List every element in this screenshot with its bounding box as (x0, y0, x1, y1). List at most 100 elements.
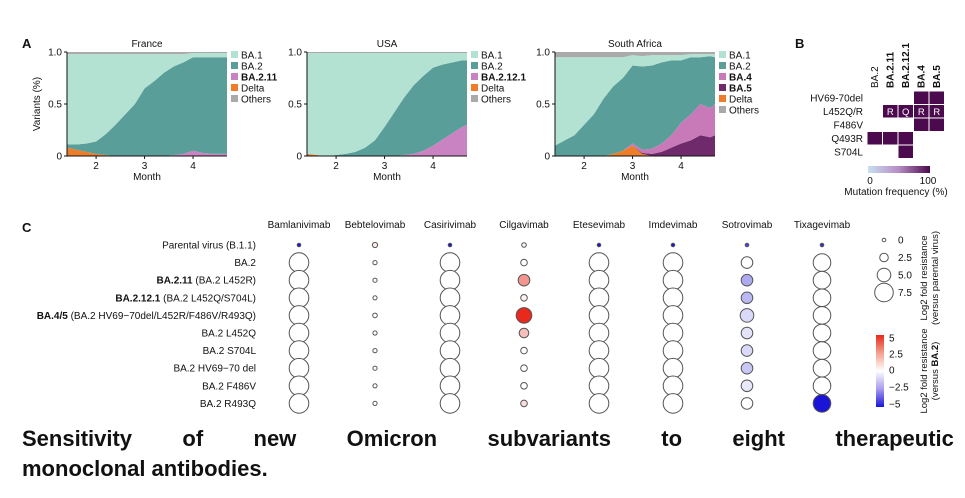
legend-swatch (719, 84, 726, 91)
color-legend-label: −2.5 (889, 383, 909, 394)
area-series-ba-2 (307, 60, 467, 156)
resistance-bubble (740, 256, 754, 269)
resistance-bubble (372, 383, 378, 389)
antibody-header: Etesevimab (573, 220, 626, 231)
resistance-bubble (812, 394, 832, 413)
area-series-delta (67, 147, 227, 156)
heatmap-column-label: BA.2 (870, 66, 881, 88)
caption-word: eight (732, 426, 785, 451)
x-tick-label: 3 (382, 161, 388, 172)
heatmap-cell (882, 131, 899, 146)
resistance-bubble (662, 269, 684, 291)
variant-label: BA.2 (234, 258, 256, 269)
x-axis-label: Month (373, 172, 401, 183)
area-series-ba-4 (555, 104, 715, 156)
legend-label: BA.2 (481, 62, 503, 73)
resistance-bubble (439, 287, 461, 309)
caption-word: new (253, 426, 297, 451)
resistance-bubble (812, 341, 832, 360)
resistance-bubble (288, 322, 310, 344)
resistance-bubble (517, 273, 531, 287)
legend-label: BA.1 (241, 51, 263, 62)
chart-title: South Africa (608, 39, 662, 50)
resistance-bubble (740, 273, 754, 287)
resistance-bubble (372, 260, 378, 266)
area-chart-0: France 0 0.5 1.0 2 3 4 Month BA.1BA.2BA.2.11Delt… (48, 39, 277, 183)
legend-label: BA.1 (729, 51, 751, 62)
legend-swatch (231, 84, 238, 91)
x-tick-label: 2 (333, 161, 339, 172)
heatmap-colorbar (868, 166, 930, 173)
legend-label: BA.1 (481, 51, 503, 62)
color-legend-label: 0 (889, 366, 895, 377)
area-series-others (67, 52, 227, 55)
heatmap-cell-letter: R (887, 107, 894, 118)
resistance-bubble (662, 287, 684, 309)
variant-label: BA.2 R493Q (200, 399, 256, 410)
legend-swatch (719, 73, 726, 80)
resistance-bubble (588, 252, 610, 273)
legend-swatch (471, 73, 478, 80)
y-tick-label: 1.0 (536, 48, 550, 59)
heatmap-cell (913, 145, 929, 159)
heatmap-cell-letter: R (918, 107, 925, 118)
resistance-bubble (515, 307, 533, 324)
heatmap-cell (928, 117, 945, 132)
x-tick-label: 4 (678, 161, 684, 172)
resistance-bubble (288, 357, 310, 379)
size-legend-title: Log2 fold resistance (919, 235, 930, 320)
resistance-bubble (739, 308, 755, 323)
heatmap-cell (913, 117, 930, 132)
caption-word: subvariants (487, 426, 611, 451)
resistance-bubble (662, 393, 684, 414)
heatmap-cell (867, 91, 883, 105)
antibody-header: Sotrovimab (722, 220, 773, 231)
variant-label: BA.2 S704L (203, 346, 257, 357)
resistance-bubble (588, 305, 610, 326)
legend-swatch (719, 106, 726, 113)
heatmap-cell (928, 90, 945, 105)
y-tick-label: 0 (296, 152, 302, 163)
resistance-bubble (588, 269, 610, 291)
resistance-bubble (812, 306, 832, 325)
x-tick-label: 2 (581, 161, 587, 172)
resistance-bubble (288, 393, 310, 414)
resistance-bubble (439, 322, 461, 344)
variant-label: BA.2 F486V (202, 381, 256, 392)
area-series-ba-2 (555, 56, 715, 156)
heatmap-cell (913, 90, 930, 105)
size-legend-bubble (874, 282, 894, 303)
legend-swatch (231, 73, 238, 80)
y-tick-label: 0.5 (48, 100, 62, 111)
resistance-bubble (372, 400, 378, 406)
y-tick-label: 1.0 (288, 48, 302, 59)
heatmap-cell-letter: Q (902, 107, 909, 118)
resistance-bubble (372, 277, 378, 283)
resistance-bubble (288, 269, 310, 291)
antibody-header: Casirivimab (424, 220, 477, 231)
area-series-others (555, 52, 715, 58)
resistance-bubble (439, 375, 461, 397)
y-tick-label: 0.5 (288, 100, 302, 111)
resistance-bubble (740, 361, 754, 375)
resistance-bubble (588, 357, 610, 379)
heatmap-row-label: L452Q/R (823, 107, 863, 118)
legend-swatch (471, 95, 478, 102)
legend-swatch (719, 51, 726, 58)
heatmap-cell-letter: R (933, 107, 940, 118)
heatmap-column-label: BA.4 (916, 65, 927, 88)
area-chart-2: South Africa 0 0.5 1.0 2 3 4 Month BA.1BA.2BA.4B… (536, 39, 759, 183)
figure: A B C Variants (%) France 0 0.5 1.0 2 3 4 Month… (22, 36, 948, 414)
area-series-ba-5 (555, 135, 715, 156)
caption-line-1: Sensitivity of new Omicron subvariants to eigh… (22, 424, 954, 454)
legend-label: BA.2.12.1 (481, 73, 526, 84)
resistance-bubble (371, 241, 379, 249)
heatmap-column-label: BA.5 (932, 65, 943, 88)
resistance-bubble (372, 365, 378, 371)
resistance-bubble (439, 269, 461, 291)
legend-swatch (471, 51, 478, 58)
resistance-bubble (662, 322, 684, 344)
resistance-bubble (372, 330, 378, 336)
antibody-header: Tixagevimab (794, 220, 851, 231)
size-legend-bubble (881, 237, 887, 243)
